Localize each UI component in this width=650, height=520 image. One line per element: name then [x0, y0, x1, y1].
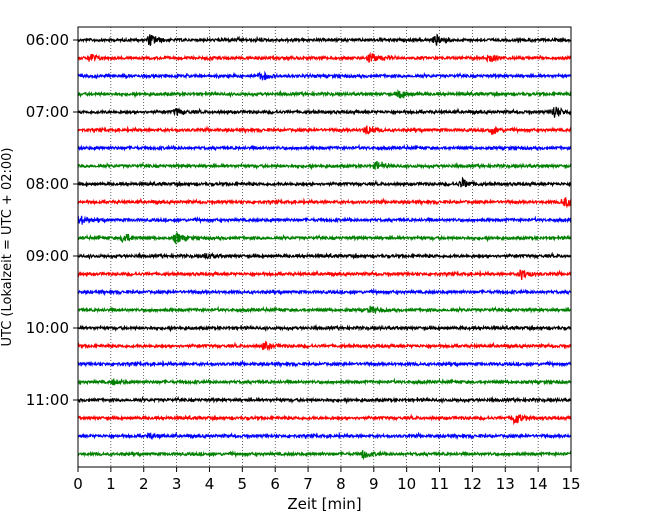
trace-0930: [77, 288, 572, 297]
trace-1130: [77, 431, 572, 441]
y-axis-label: UTC (Lokalzeit = UTC + 02:00): [0, 148, 15, 347]
y-tick-label: 10:00: [26, 319, 69, 337]
trace-1100: [77, 395, 572, 405]
x-tick-label: 11: [430, 475, 449, 493]
x-tick-label: 3: [172, 475, 182, 493]
x-tick-label: 9: [369, 475, 379, 493]
trace-0815: [77, 197, 572, 209]
trace-0630: [77, 70, 572, 81]
trace-1115: [77, 413, 572, 426]
y-tick-label: 06:00: [26, 31, 69, 49]
y-tick-label: 07:00: [26, 103, 69, 121]
trace-0645: [77, 88, 572, 99]
trace-1045: [77, 377, 572, 386]
trace-0900: [77, 251, 572, 260]
x-tick-label: 15: [561, 475, 580, 493]
x-tick-label: 14: [529, 475, 548, 493]
y-tick-label: 08:00: [26, 175, 69, 193]
y-axis: 06:00 07:00 08:00 09:00 10:00 11:00: [26, 31, 78, 409]
trace-0915: [77, 269, 572, 281]
x-tick-label: 0: [73, 475, 83, 493]
x-tick-label: 2: [139, 475, 149, 493]
trace-1145: [77, 449, 572, 461]
x-tick-label: 6: [270, 475, 280, 493]
x-tick-label: 7: [303, 475, 313, 493]
trace-0945: [77, 305, 572, 314]
x-tick-label: 1: [106, 475, 116, 493]
y-tick-label: 11:00: [26, 391, 69, 409]
x-tick-label: 12: [463, 475, 482, 493]
y-tick-label: 09:00: [26, 247, 69, 265]
trace-0830: [77, 215, 572, 225]
x-tick-label: 13: [496, 475, 515, 493]
trace-0745: [77, 160, 572, 171]
plot-background: [78, 27, 571, 467]
grid-lines: [110, 27, 539, 467]
trace-1000: [77, 323, 572, 333]
x-tick-label: 5: [238, 475, 248, 493]
x-axis: 0 1 2 3 4 5 6 7 8 9 10 11 12 13 14 15: [73, 467, 581, 493]
trace-0615: [77, 51, 572, 63]
x-tick-label: 10: [397, 475, 416, 493]
trace-0800: [77, 176, 572, 188]
x-axis-label: Zeit [min]: [287, 495, 361, 513]
trace-0700: [77, 106, 572, 118]
plot-frame: [77, 26, 572, 468]
x-tick-label: 8: [336, 475, 346, 493]
trace-1030: [77, 359, 572, 369]
trace-1015: [77, 340, 572, 352]
trace-0730: [77, 143, 572, 152]
trace-0845: [77, 231, 572, 246]
seismogram-traces: [77, 33, 572, 461]
trace-0600: [77, 33, 572, 46]
x-tick-label: 4: [205, 475, 215, 493]
trace-0715: [77, 125, 572, 135]
